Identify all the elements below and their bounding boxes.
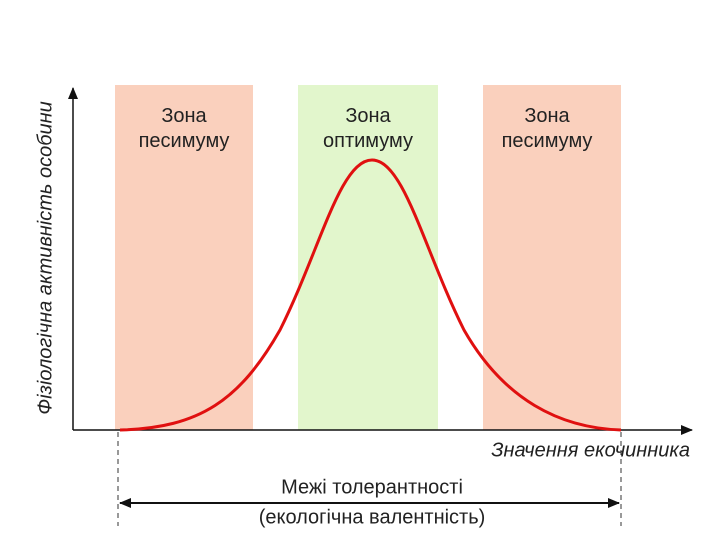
zone-title: песимуму <box>502 130 593 152</box>
y-axis-label: Фізіологічна активність особини <box>34 101 56 414</box>
zone-title: Зона <box>345 105 391 127</box>
tolerance-curve <box>119 158 622 432</box>
x-axis-label: Значення екочинника <box>491 439 690 461</box>
pessimum-zone <box>115 85 253 430</box>
tolerance-label: (екологічна валентність) <box>259 506 486 528</box>
tolerance-label: Межі толерантності <box>281 476 463 498</box>
optimum-zone <box>298 85 438 430</box>
zone-title: песимуму <box>139 130 230 152</box>
zone-title: Зона <box>524 105 570 127</box>
zone-title: оптимуму <box>323 130 413 152</box>
pessimum-zone <box>483 85 621 430</box>
zone-title: Зона <box>161 105 207 127</box>
